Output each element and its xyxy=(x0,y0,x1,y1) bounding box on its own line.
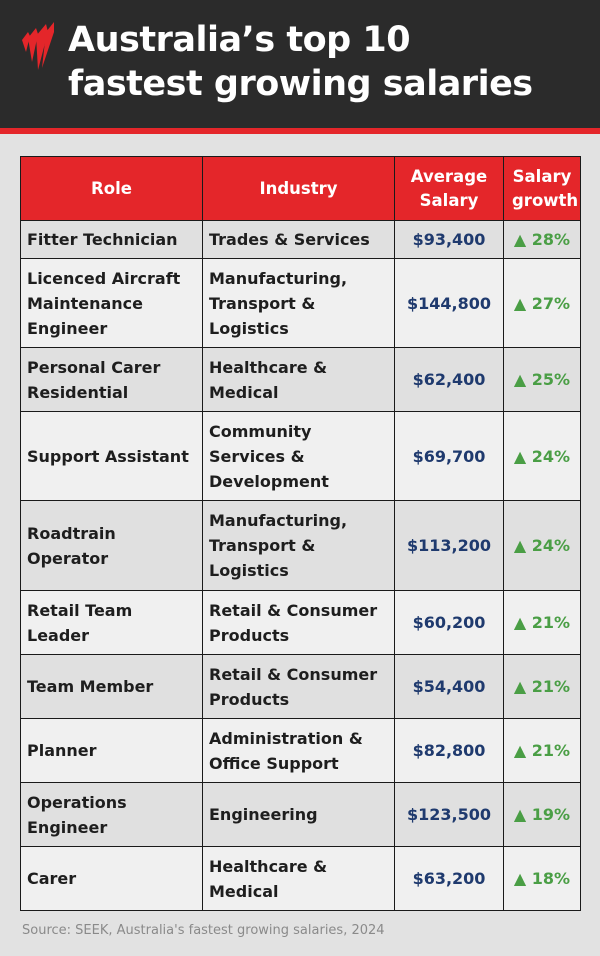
table-header-row: Role Industry Average Salary Salary grow… xyxy=(20,156,581,221)
source-note: Source: SEEK, Australia's fastest growin… xyxy=(22,923,385,938)
column-header-average-salary: Average Salary xyxy=(394,156,504,221)
table-row: Licenced Aircraft Maintenance Engineer Ma… xyxy=(20,258,581,348)
triangle-up-icon: ▲ xyxy=(513,370,532,389)
role-cell: Carer xyxy=(20,846,203,911)
salary-growth-cell: ▲ 27% xyxy=(503,258,581,348)
salary-growth-cell: ▲ 24% xyxy=(503,411,581,501)
role-cell: Operations Engineer xyxy=(20,782,203,847)
salary-growth-cell: ▲ 21% xyxy=(503,654,581,719)
salary-growth-cell: ▲ 21% xyxy=(503,590,581,655)
role-cell: Planner xyxy=(20,718,203,783)
salary-table: Role Industry Average Salary Salary grow… xyxy=(20,156,581,911)
salary-growth-cell: ▲ 28% xyxy=(503,220,581,259)
salary-growth-cell: ▲ 21% xyxy=(503,718,581,783)
growth-value: 24% xyxy=(531,446,571,466)
table-row: Team Member Retail & Consumer Products $54… xyxy=(20,654,581,719)
average-salary-cell: $62,400 xyxy=(394,347,504,412)
industry-cell: Community Services & Development xyxy=(202,411,395,501)
role-cell: Fitter Technician xyxy=(20,220,203,259)
triangle-up-icon: ▲ xyxy=(513,446,532,466)
column-header-role: Role xyxy=(20,156,203,221)
average-salary-cell: $60,200 xyxy=(394,590,504,655)
growth-value: 27% xyxy=(531,293,571,313)
industry-cell: Retail & Consumer Products xyxy=(202,590,395,655)
role-cell: Team Member xyxy=(20,654,203,719)
industry-cell: Healthcare & Medical xyxy=(202,347,395,412)
industry-cell: Administration & Office Support xyxy=(202,718,395,783)
triangle-up-icon: ▲ xyxy=(513,805,532,824)
growth-value: 28% xyxy=(531,230,571,249)
growth-value: 25% xyxy=(531,370,571,389)
growth-value: 18% xyxy=(531,869,571,888)
triangle-up-icon: ▲ xyxy=(513,677,532,696)
growth-value: 21% xyxy=(531,613,571,632)
table-row: Carer Healthcare & Medical $63,200 ▲ 18% xyxy=(20,846,581,911)
title-line-2: fastest growing salaries xyxy=(68,64,533,104)
industry-cell: Healthcare & Medical xyxy=(202,846,395,911)
average-salary-cell: $54,400 xyxy=(394,654,504,719)
triangle-up-icon: ▲ xyxy=(513,536,532,555)
triangle-up-icon: ▲ xyxy=(513,293,532,313)
industry-cell: Manufacturing, Transport & Logistics xyxy=(202,258,395,348)
salary-growth-cell: ▲ 18% xyxy=(503,846,581,911)
sbs-logo xyxy=(22,22,54,70)
table-row: Operations Engineer Engineering $123,500 ▲ … xyxy=(20,782,581,847)
triangle-up-icon: ▲ xyxy=(513,613,532,632)
column-header-industry: Industry xyxy=(202,156,395,221)
role-cell: Retail Team Leader xyxy=(20,590,203,655)
growth-value: 24% xyxy=(531,536,571,555)
role-cell: Licenced Aircraft Maintenance Engineer xyxy=(20,258,203,348)
average-salary-cell: $82,800 xyxy=(394,718,504,783)
average-salary-cell: $93,400 xyxy=(394,220,504,259)
average-salary-cell: $63,200 xyxy=(394,846,504,911)
growth-value: 21% xyxy=(531,741,571,760)
table-row: Planner Administration & Office Support $8… xyxy=(20,718,581,783)
table-row: Fitter Technician Trades & Services $93,40… xyxy=(20,220,581,259)
industry-cell: Trades & Services xyxy=(202,220,395,259)
column-header-salary-growth: Salary growth xyxy=(503,156,581,221)
average-salary-cell: $144,800 xyxy=(394,258,504,348)
header-banner: Australia’s top 10 fastest growing salar… xyxy=(0,0,600,134)
table-row: Personal Carer Residential Healthcare & M… xyxy=(20,347,581,412)
role-cell: Roadtrain Operator xyxy=(20,500,203,591)
industry-cell: Manufacturing, Transport & Logistics xyxy=(202,500,395,591)
salary-growth-cell: ▲ 25% xyxy=(503,347,581,412)
salary-growth-cell: ▲ 24% xyxy=(503,500,581,591)
table-row: Retail Team Leader Retail & Consumer Prod… xyxy=(20,590,581,655)
title-line-1: Australia’s top 10 xyxy=(68,20,411,60)
role-cell: Personal Carer Residential xyxy=(20,347,203,412)
average-salary-cell: $69,700 xyxy=(394,411,504,501)
table-row: Roadtrain Operator Manufacturing, Transpo… xyxy=(20,500,581,591)
table-row: Support Assistant Community Services & De… xyxy=(20,411,581,501)
growth-value: 19% xyxy=(531,805,571,824)
average-salary-cell: $123,500 xyxy=(394,782,504,847)
industry-cell: Engineering xyxy=(202,782,395,847)
growth-value: 21% xyxy=(531,677,571,696)
average-salary-cell: $113,200 xyxy=(394,500,504,591)
page-title: Australia’s top 10 fastest growing salar… xyxy=(68,18,533,106)
role-cell: Support Assistant xyxy=(20,411,203,501)
industry-cell: Retail & Consumer Products xyxy=(202,654,395,719)
triangle-up-icon: ▲ xyxy=(513,230,532,249)
triangle-up-icon: ▲ xyxy=(513,741,532,760)
triangle-up-icon: ▲ xyxy=(513,869,532,888)
salary-growth-cell: ▲ 19% xyxy=(503,782,581,847)
